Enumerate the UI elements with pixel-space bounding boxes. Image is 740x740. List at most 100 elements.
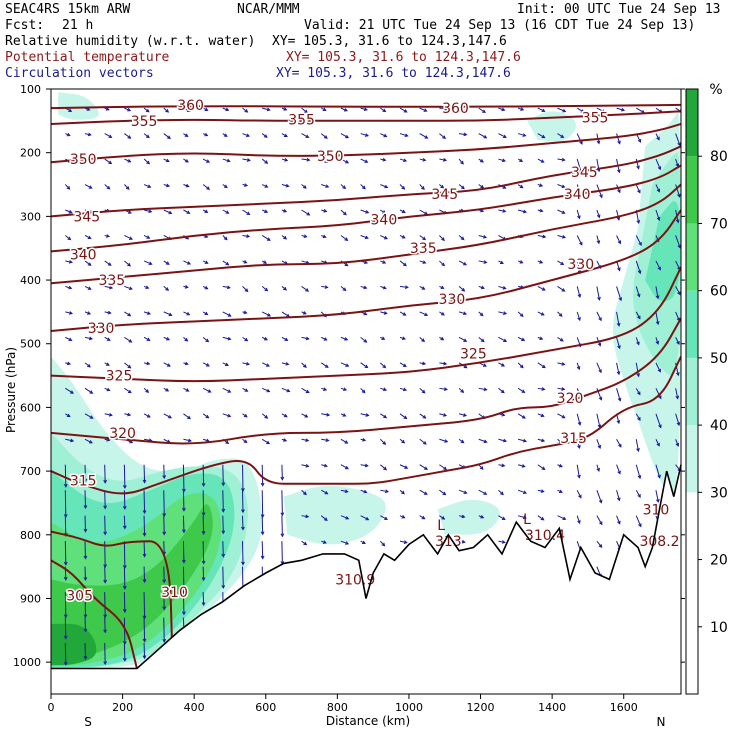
- circulation-vector: [478, 438, 488, 444]
- theta-label: 360: [177, 98, 204, 114]
- circulation-vector: [655, 362, 661, 373]
- circulation-vector: [202, 362, 210, 367]
- circulation-vector: [498, 515, 506, 521]
- circulation-vector: [301, 184, 307, 189]
- circulation-vector: [162, 592, 167, 611]
- colorbar-tick-label: 70: [710, 216, 728, 232]
- circulation-vector: [478, 336, 485, 343]
- circulation-vector: [439, 184, 445, 189]
- circulation-vector: [281, 235, 288, 240]
- circulation-vector: [439, 413, 448, 417]
- circulation-vector: [616, 337, 621, 350]
- circulation-vector: [635, 337, 640, 346]
- circulation-vector: [399, 362, 407, 368]
- circulation-vector: [596, 439, 602, 450]
- circulation-vector: [65, 387, 74, 394]
- circulation-vector: [340, 387, 348, 392]
- circulation-vector: [242, 209, 251, 216]
- circulation-vector: [399, 133, 409, 138]
- circulation-vector: [517, 209, 528, 214]
- circulation-vector: [202, 158, 211, 163]
- colorbar-band: [686, 425, 698, 493]
- circulation-vector: [124, 311, 132, 317]
- circulation-vector: [419, 387, 426, 394]
- circulation-vector: [419, 107, 428, 112]
- circulation-vector: [84, 438, 93, 444]
- circulation-vector: [221, 464, 226, 487]
- circulation-vector: [478, 107, 486, 113]
- circulation-vector: [183, 260, 192, 265]
- circulation-vector: [675, 184, 681, 198]
- circulation-vector: [163, 260, 170, 265]
- y-tick-label: 400: [20, 274, 41, 287]
- circulation-vector: [478, 260, 488, 264]
- circulation-vector: [399, 260, 407, 267]
- circulation-vector: [280, 515, 285, 538]
- circulation-vector: [557, 311, 563, 317]
- theta-label: 355: [582, 111, 609, 127]
- circulation-vector: [557, 438, 563, 444]
- circulation-vector: [498, 311, 508, 315]
- circulation-vector: [124, 158, 132, 163]
- circulation-vector: [301, 540, 308, 546]
- circulation-vector: [65, 336, 73, 341]
- circulation-vector: [124, 133, 132, 139]
- circulation-vector: [557, 184, 566, 189]
- circulation-vector: [616, 235, 622, 245]
- circulation-vector: [517, 133, 527, 137]
- circulation-vector: [222, 311, 232, 317]
- circulation-vector: [202, 209, 209, 213]
- circulation-vector: [340, 235, 349, 241]
- circulation-vector: [281, 133, 288, 138]
- circulation-vector: [340, 413, 347, 417]
- circulation-vector: [261, 387, 271, 393]
- colorbar-band: [686, 492, 698, 560]
- circulation-vector: [321, 209, 328, 213]
- circulation-vector: [340, 540, 350, 545]
- circulation-vector: [576, 311, 581, 322]
- circulation-vector: [537, 413, 545, 418]
- circulation-vector: [221, 515, 226, 535]
- circulation-vector: [478, 184, 485, 189]
- circulation-vector: [122, 515, 127, 530]
- circulation-vector: [281, 286, 288, 291]
- circulation-vector: [596, 413, 602, 429]
- colorbar-tick-label: 60: [710, 284, 728, 300]
- circulation-vector: [675, 413, 681, 427]
- circulation-vector: [181, 515, 186, 534]
- circulation-vector: [576, 464, 581, 479]
- circulation-vector: [202, 336, 210, 343]
- circulation-vector: [458, 438, 465, 444]
- circulation-vector: [201, 515, 206, 536]
- circulation-vector: [183, 311, 191, 316]
- circulation-vector: [675, 286, 681, 296]
- circulation-vector: [83, 515, 88, 533]
- circulation-vector: [399, 540, 408, 544]
- circulation-vector: [281, 107, 288, 111]
- circulation-vector: [183, 336, 189, 342]
- circulation-vector: [84, 285, 92, 290]
- circulation-vector: [458, 489, 468, 494]
- circulation-vector: [439, 438, 449, 443]
- circulation-vector: [340, 464, 349, 470]
- circulation-vector: [201, 566, 206, 582]
- circulation-vector: [576, 209, 581, 220]
- circulation-vector: [458, 387, 465, 393]
- theta-label: 345: [431, 187, 458, 203]
- circulation-vector: [202, 132, 209, 137]
- circulation-vector: [124, 285, 133, 291]
- circulation-vector: [478, 464, 484, 470]
- circulation-vector: [360, 235, 369, 240]
- circulation-vector: [340, 515, 350, 520]
- circulation-vector: [183, 361, 189, 366]
- circulation-vector: [458, 184, 465, 190]
- x-tick-label: 400: [184, 701, 205, 714]
- x-tick-label: 1200: [467, 701, 495, 714]
- circulation-vector: [281, 438, 288, 442]
- circulation-vector: [380, 157, 387, 162]
- circulation-vector: [202, 260, 209, 264]
- circulation-vector: [103, 643, 108, 666]
- circulation-vector: [104, 285, 114, 290]
- circulation-vector: [163, 183, 171, 188]
- circulation-vector: [143, 133, 150, 139]
